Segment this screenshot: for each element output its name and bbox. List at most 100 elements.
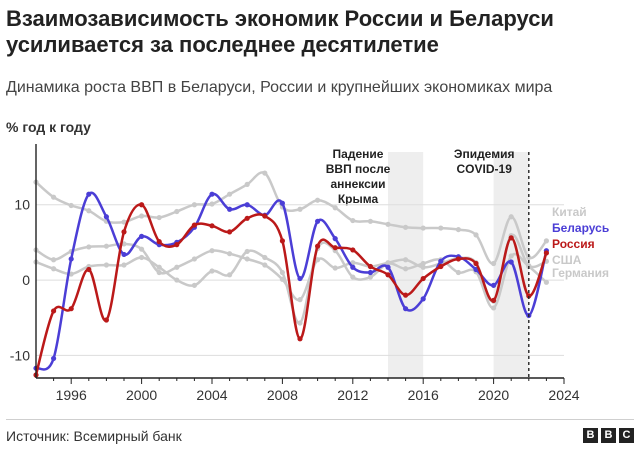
data-point	[350, 247, 356, 253]
data-point	[367, 263, 373, 270]
data-point	[191, 202, 197, 208]
chart-subtitle: Динамика роста ВВП в Беларуси, России и …	[6, 79, 553, 96]
data-point	[508, 235, 514, 241]
data-point	[403, 257, 409, 263]
x-tick-label: 2004	[196, 387, 227, 403]
bbc-logo-letter: C	[619, 428, 634, 443]
data-point	[209, 201, 215, 207]
data-point	[174, 277, 180, 283]
y-tick-label: 0	[22, 272, 30, 288]
data-point	[86, 191, 92, 197]
data-point	[139, 254, 145, 261]
source-note: Источник: Всемирный банк	[6, 428, 182, 444]
data-point	[367, 269, 373, 276]
band-label-line: ВВП после	[326, 162, 391, 176]
data-point	[51, 257, 57, 263]
data-point	[51, 266, 57, 272]
data-point	[227, 251, 233, 257]
data-point	[543, 279, 550, 285]
data-point	[543, 238, 550, 244]
data-point	[491, 282, 497, 288]
data-point	[385, 272, 391, 278]
data-point	[103, 317, 109, 323]
data-point	[508, 253, 514, 259]
data-point	[156, 269, 162, 276]
data-point	[121, 229, 127, 235]
data-point	[227, 191, 233, 197]
data-point	[297, 275, 303, 282]
x-tick-label: 2012	[337, 387, 368, 403]
data-point	[508, 214, 514, 220]
data-point	[244, 248, 250, 255]
data-point	[543, 250, 550, 256]
data-point	[350, 274, 356, 280]
data-point	[244, 215, 250, 221]
data-point	[438, 258, 444, 264]
data-point	[385, 221, 391, 227]
data-point	[68, 202, 74, 209]
data-point	[297, 336, 303, 342]
data-point	[51, 308, 57, 314]
band-label-line: аннексии	[330, 177, 385, 191]
data-point	[403, 306, 409, 312]
data-point	[209, 223, 215, 229]
data-point	[420, 275, 426, 282]
data-point	[332, 236, 338, 242]
data-point	[315, 243, 321, 249]
data-point	[227, 206, 233, 212]
data-point	[403, 224, 409, 230]
data-point	[139, 246, 145, 252]
data-point	[491, 260, 497, 267]
bbc-logo-letter: B	[583, 428, 598, 443]
series-label: Россия	[552, 237, 595, 251]
data-point	[455, 269, 461, 276]
y-tick-label: 10	[14, 197, 30, 213]
data-point	[244, 181, 250, 187]
series-line	[35, 241, 548, 325]
data-point	[508, 259, 514, 265]
bbc-logo-letter: B	[601, 428, 616, 443]
data-point	[491, 305, 497, 311]
data-point	[350, 217, 356, 224]
data-point	[297, 206, 303, 212]
data-point	[279, 200, 285, 206]
series-lines	[33, 170, 550, 378]
x-tick-label: 2016	[408, 387, 439, 403]
data-point	[139, 202, 145, 208]
data-point	[315, 218, 321, 224]
data-point	[51, 194, 57, 200]
data-point	[262, 262, 268, 268]
data-point	[139, 233, 145, 239]
series-line	[35, 191, 548, 371]
data-point	[209, 191, 215, 197]
data-point	[156, 239, 162, 245]
x-tick-label: 2000	[126, 387, 157, 403]
event-band	[493, 152, 529, 378]
data-point	[262, 170, 268, 176]
data-point	[86, 208, 92, 214]
x-tick-label: 2020	[478, 387, 509, 403]
data-point	[244, 202, 250, 208]
data-point	[121, 251, 127, 258]
data-point	[68, 256, 74, 262]
data-point	[438, 225, 444, 231]
y-axis-label: % год к году	[6, 119, 91, 135]
data-point	[103, 214, 109, 220]
data-point	[420, 264, 426, 270]
data-point	[262, 213, 268, 219]
data-point	[332, 265, 338, 271]
data-point	[420, 225, 426, 231]
data-point	[121, 219, 127, 225]
data-point	[473, 232, 479, 238]
data-point	[103, 243, 109, 249]
data-point	[174, 242, 180, 248]
data-point	[68, 271, 74, 277]
data-point	[191, 282, 197, 288]
data-point	[367, 218, 373, 224]
data-point	[103, 262, 109, 268]
data-point	[367, 274, 373, 280]
band-label-line: COVID-19	[457, 162, 513, 176]
data-point	[279, 238, 285, 244]
data-point	[315, 197, 321, 203]
